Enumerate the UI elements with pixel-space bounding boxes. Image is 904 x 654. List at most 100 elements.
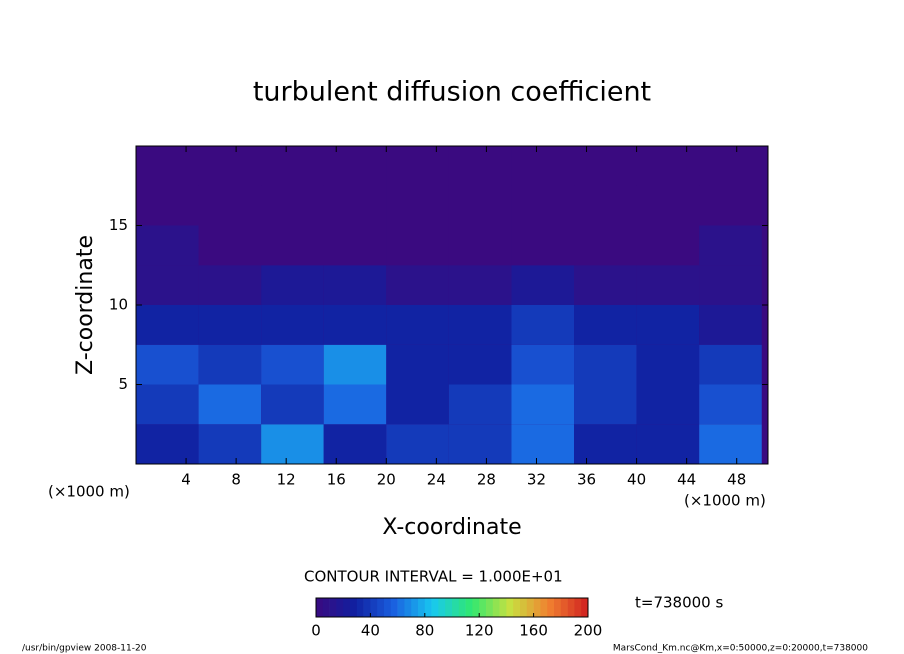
field-cell <box>511 424 575 464</box>
x-tick-label: 28 <box>477 471 496 489</box>
field-cell <box>386 265 449 305</box>
field-cell <box>636 424 700 464</box>
colorbar-cell <box>581 598 589 617</box>
field-cell <box>448 424 512 464</box>
field-cell <box>261 424 324 464</box>
colorbar-cell <box>479 598 487 617</box>
field-cell <box>323 225 387 266</box>
field-cell <box>136 344 199 385</box>
field-cell <box>448 265 512 305</box>
field-cell <box>386 185 449 226</box>
colorbar-cell <box>404 598 412 617</box>
field-cell <box>699 305 762 345</box>
colorbar-cell <box>316 598 324 617</box>
x-tick-label: 12 <box>277 471 296 489</box>
x-unit: (×1000 m) <box>684 492 766 510</box>
field-cell <box>699 225 762 266</box>
field-cell <box>261 185 324 226</box>
x-tick-label: 36 <box>577 471 596 489</box>
chart-title: turbulent diffusion coefficient <box>253 77 651 108</box>
field-cell <box>699 265 762 305</box>
field-cell <box>574 185 637 226</box>
field-cell <box>386 225 449 266</box>
x-tick-label: 32 <box>527 471 546 489</box>
field-cell <box>448 384 512 425</box>
colorbar-cell <box>438 598 446 617</box>
field-cell <box>511 225 575 266</box>
field-cell <box>511 146 575 186</box>
colorbar-cell <box>486 598 494 617</box>
field-cell <box>198 424 262 464</box>
field-cell <box>574 384 637 425</box>
x-tick-label: 20 <box>377 471 396 489</box>
field-cell <box>136 424 199 464</box>
x-tick-label: 44 <box>677 471 696 489</box>
field-cell <box>136 146 199 186</box>
field-cell <box>699 185 762 226</box>
colorbar-cell <box>336 598 344 617</box>
field-cell <box>636 225 700 266</box>
x-tick-label: 4 <box>181 471 191 489</box>
field-cell <box>261 265 324 305</box>
field-cell <box>636 305 700 345</box>
field-cell <box>198 305 262 345</box>
colorbar-tick-label: 160 <box>519 622 548 640</box>
y-tick-label: 15 <box>109 216 128 234</box>
colorbar-cell <box>411 598 419 617</box>
colorbar-cell <box>424 598 432 617</box>
field-cell <box>261 305 324 345</box>
colorbar-cell <box>567 598 575 617</box>
colorbar-cell <box>384 598 392 617</box>
field-cell <box>699 146 762 186</box>
y-tick-label: 5 <box>118 375 128 393</box>
field-cell <box>323 384 387 425</box>
colorbar-cell <box>431 598 439 617</box>
field-cell <box>636 384 700 425</box>
field-cell <box>386 344 449 385</box>
colorbar-tick-label: 80 <box>415 622 434 640</box>
field-cell <box>136 225 199 266</box>
colorbar-tick-label: 120 <box>465 622 494 640</box>
time-label: t=738000 s <box>635 594 723 612</box>
field-cell <box>136 185 199 226</box>
field-cell <box>448 185 512 226</box>
colorbar-cell <box>533 598 541 617</box>
field-cell <box>261 225 324 266</box>
x-tick-label: 48 <box>727 471 746 489</box>
colorbar-cell <box>356 598 364 617</box>
field-cell <box>323 185 387 226</box>
colorbar-tick-label: 0 <box>311 622 321 640</box>
field-cell <box>574 225 637 266</box>
colorbar-tick-label: 200 <box>574 622 603 640</box>
field-cell <box>511 185 575 226</box>
field-cell <box>574 344 637 385</box>
field-cell <box>198 146 262 186</box>
colorbar-cell <box>343 598 351 617</box>
field-cell <box>323 424 387 464</box>
colorbar-frame <box>315 597 589 618</box>
colorbar-cell <box>329 598 337 617</box>
field-cell <box>699 424 762 464</box>
field-cell <box>699 344 762 385</box>
colorbar-cell <box>445 598 453 617</box>
colorbar-cell <box>465 598 473 617</box>
field-cell <box>323 265 387 305</box>
field-cell <box>574 424 637 464</box>
colorbar-tick-label: 40 <box>361 622 380 640</box>
x-tick-label: 8 <box>231 471 241 489</box>
colorbar-cell <box>520 598 528 617</box>
field-cell <box>136 305 199 345</box>
field-cell <box>136 265 199 305</box>
colorbar-cell <box>472 598 480 617</box>
field-cell <box>511 265 575 305</box>
field-cell <box>511 305 575 345</box>
field-cell <box>198 384 262 425</box>
field-cell <box>636 265 700 305</box>
x-tick-label: 16 <box>327 471 346 489</box>
colorbar-cell <box>390 598 398 617</box>
x-tick-label: 40 <box>627 471 646 489</box>
contour-label: CONTOUR INTERVAL = 1.000E+01 <box>304 568 563 586</box>
field-cell <box>574 146 637 186</box>
y-unit: (×1000 m) <box>48 483 130 501</box>
field-cell <box>636 146 700 186</box>
